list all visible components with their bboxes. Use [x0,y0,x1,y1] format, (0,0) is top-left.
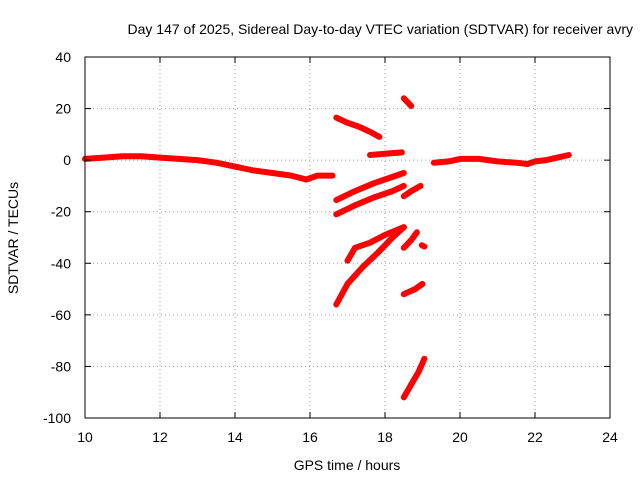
series-main-pre [82,153,336,183]
series-arc-c [400,280,426,298]
series-dot [418,242,428,250]
x-tick-label: 10 [77,429,93,445]
series-arc-upper [333,114,383,140]
y-tick-label: -40 [51,255,71,271]
chart-title: Day 147 of 2025, Sidereal Day-to-day VTE… [128,21,634,37]
data-series [82,95,572,401]
x-tick-label: 24 [602,429,618,445]
y-tick-label: 0 [63,152,71,168]
plot-frame [84,56,611,419]
x-tick-label: 12 [152,429,168,445]
y-tick-label: -100 [43,410,71,426]
x-tick-label: 18 [377,429,393,445]
x-tick-label: 14 [227,429,243,445]
series-arc-short [367,149,405,158]
x-tick-label: 22 [527,429,543,445]
series-arc-top [400,95,415,109]
y-axis-title: SDTVAR / TECUs [5,182,21,294]
x-tick-label: 20 [452,429,468,445]
axis-ticks [84,56,611,419]
grid-lines [85,57,610,418]
series-arc-mid1 [333,170,407,204]
x-tick-label: 16 [302,429,318,445]
y-tick-label: -80 [51,358,71,374]
y-tick-label: -60 [51,307,71,323]
series-arc-b [400,229,420,251]
series-arc-drop [333,224,407,308]
series-arc-mid2 [333,182,407,218]
series-main-post [430,152,572,167]
x-tick-labels: 10 12 14 16 18 20 22 24 [77,429,618,445]
y-tick-label: 20 [55,101,71,117]
x-axis-title: GPS time / hours [294,457,401,473]
series-arc-a [400,182,424,200]
y-tick-label: -20 [51,204,71,220]
y-tick-label: 40 [55,49,71,65]
y-tick-labels: -100 -80 -60 -40 -20 0 20 40 [43,49,71,426]
series-arc-d [400,355,428,401]
series-arc-hook [344,224,407,264]
